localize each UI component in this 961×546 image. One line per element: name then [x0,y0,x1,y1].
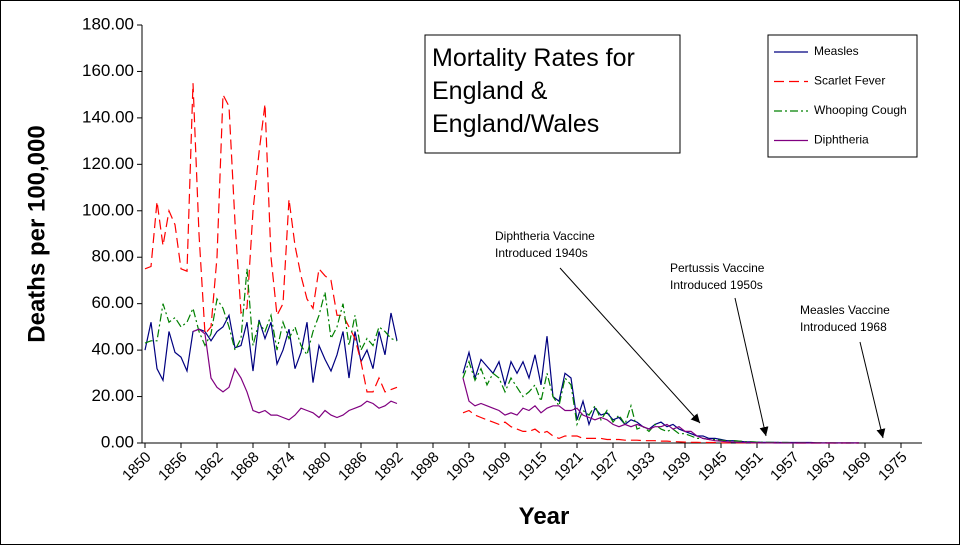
y-tick-label: 180.00 [82,14,134,33]
annotation-arrow [734,297,769,437]
legend-label: Measles [814,44,859,58]
legend-label: Scarlet Fever [814,74,885,88]
annotation-arrow [859,341,886,439]
y-tick-label: 140.00 [82,107,134,126]
title-box [424,34,681,154]
legend-label: Diphtheria [814,133,869,147]
annotation-text: Measles Vaccine [800,303,890,317]
annotation-text: Diphtheria Vaccine [495,229,595,243]
y-tick-label: 40.00 [91,340,134,359]
annotation-text: Pertussis Vaccine [670,261,765,275]
y-tick-label: 160.00 [82,61,134,80]
annotation-arrow [559,267,701,424]
series-line [192,328,859,444]
annotation-text: Introduced 1968 [800,320,887,334]
annotation-text: Introduced 1940s [495,246,588,260]
legend-box [767,34,918,158]
legend-label: Whooping Cough [814,103,907,117]
chart-title: England/Wales [432,110,599,138]
y-tick-label: 100.00 [82,200,134,219]
x-axis-label: Year [519,503,570,530]
chart-title: England & [432,77,548,105]
series-line [144,83,859,444]
chart-title: Mortality Rates for [432,44,635,72]
annotation-text: Introduced 1950s [670,278,763,292]
y-tick-label: 20.00 [91,386,134,405]
y-tick-label: 60.00 [91,293,134,312]
y-tick-label: 0.00 [101,432,134,451]
y-tick-label: 80.00 [91,247,134,266]
y-tick-label: 120.00 [82,154,134,173]
y-axis-label: Deaths per 100,000 [23,125,50,342]
